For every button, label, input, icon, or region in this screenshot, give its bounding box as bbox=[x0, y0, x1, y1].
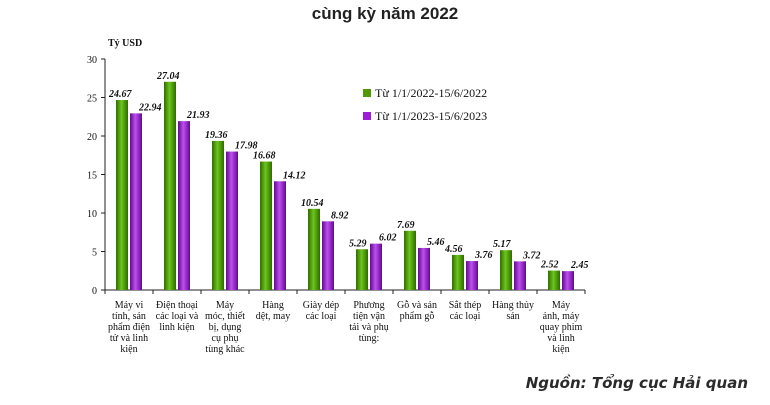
category-label: Hàng thủy sản bbox=[492, 300, 534, 322]
data-label-2022: 27.04 bbox=[156, 71, 180, 82]
data-label-2023: 3.72 bbox=[522, 250, 541, 261]
legend: Từ 1/1/2022-15/6/2022 Từ 1/1/2023-15/6/20… bbox=[363, 86, 487, 123]
bar-2022 bbox=[308, 208, 320, 290]
legend-swatch bbox=[363, 112, 371, 120]
category-label: Sắt thép các loại bbox=[449, 300, 482, 322]
bar-2022 bbox=[500, 250, 512, 290]
category-labels: Máy vi tính, sản phẩm điện tử và linh kiệnĐi… bbox=[108, 300, 582, 355]
bar-2023 bbox=[226, 151, 238, 290]
data-label-2022: 19.36 bbox=[205, 130, 228, 141]
data-label-2022: 10.54 bbox=[301, 198, 324, 209]
y-tick-label: 5 bbox=[92, 248, 97, 259]
chart-title: cùng kỳ năm 2022 bbox=[311, 4, 459, 23]
y-tick-label: 20 bbox=[87, 132, 97, 143]
category-label: Máy ảnh, máy quay phim và linh kiện bbox=[540, 300, 583, 355]
bar-2023 bbox=[130, 113, 142, 290]
bar-2023 bbox=[514, 261, 526, 290]
category-label: Gỗ và sản phẩm gỗ bbox=[397, 300, 437, 322]
bar-2022 bbox=[404, 230, 416, 290]
bar-2022 bbox=[260, 161, 272, 290]
data-label-2022: 2.52 bbox=[540, 260, 559, 271]
bar-2023 bbox=[418, 247, 430, 290]
data-label-2022: 7.69 bbox=[397, 220, 415, 231]
bar-2023 bbox=[466, 261, 478, 290]
category-label: Máy móc, thiết bị, dụng cụ phụ tùng khác bbox=[205, 300, 245, 355]
data-label-2023: 14.12 bbox=[283, 170, 306, 181]
y-tick-label: 0 bbox=[92, 286, 97, 297]
category-label: Hàng dệt, may bbox=[256, 300, 290, 322]
bar-2023 bbox=[178, 121, 190, 290]
legend-swatch bbox=[363, 89, 371, 97]
bar-2022 bbox=[116, 100, 128, 290]
bar-chart: Tỷ USD 0 5 10 15 20 25 30 24.67 22.94 27.04 21.93… bbox=[87, 38, 589, 355]
data-label-2023: 21.93 bbox=[186, 110, 210, 121]
source-note: Nguồn: Tổng cục Hải quan bbox=[525, 374, 748, 392]
bar-2022 bbox=[452, 254, 464, 290]
bar-2022 bbox=[548, 270, 560, 290]
data-label-2023: 5.46 bbox=[427, 237, 445, 248]
y-tick-label: 15 bbox=[87, 171, 97, 182]
data-label-2023: 22.94 bbox=[138, 102, 162, 113]
data-label-2022: 24.67 bbox=[108, 89, 133, 100]
data-label-2023: 3.76 bbox=[474, 250, 493, 261]
category-label: Phương tiện vận tải và phụ tùng: bbox=[349, 300, 388, 344]
y-tick-label: 25 bbox=[87, 94, 97, 105]
category-label: Điện thoại các loại và linh kiện bbox=[156, 300, 199, 333]
category-label: Máy vi tính, sản phẩm điện tử và linh kiện bbox=[108, 300, 150, 355]
bar-2022 bbox=[164, 81, 176, 291]
legend-label: Từ 1/1/2022-15/6/2022 bbox=[375, 86, 487, 100]
y-tick-label: 10 bbox=[87, 209, 97, 220]
data-label-2022: 5.17 bbox=[493, 239, 512, 250]
y-tick-label: 30 bbox=[87, 55, 97, 66]
bar-2023 bbox=[322, 221, 334, 290]
bar-2022 bbox=[212, 140, 224, 290]
data-label-2022: 4.56 bbox=[444, 244, 463, 255]
category-label: Giày dép các loại bbox=[303, 300, 339, 322]
bar-2023 bbox=[562, 271, 574, 290]
data-label-2022: 5.29 bbox=[349, 238, 367, 249]
data-label-2023: 17.98 bbox=[235, 141, 258, 152]
bar-2023 bbox=[274, 181, 286, 290]
data-label-2023: 2.45 bbox=[570, 260, 589, 271]
data-label-2022: 16.68 bbox=[253, 151, 276, 162]
data-label-2023: 8.92 bbox=[331, 210, 349, 221]
bar-2023 bbox=[370, 243, 382, 290]
bar-2022 bbox=[356, 249, 368, 290]
bars bbox=[116, 81, 574, 291]
data-label-2023: 6.02 bbox=[379, 233, 397, 244]
axes: 0 5 10 15 20 25 30 bbox=[87, 55, 586, 297]
legend-label: Từ 1/1/2023-15/6/2023 bbox=[375, 109, 487, 123]
y-axis-label: Tỷ USD bbox=[108, 38, 142, 49]
